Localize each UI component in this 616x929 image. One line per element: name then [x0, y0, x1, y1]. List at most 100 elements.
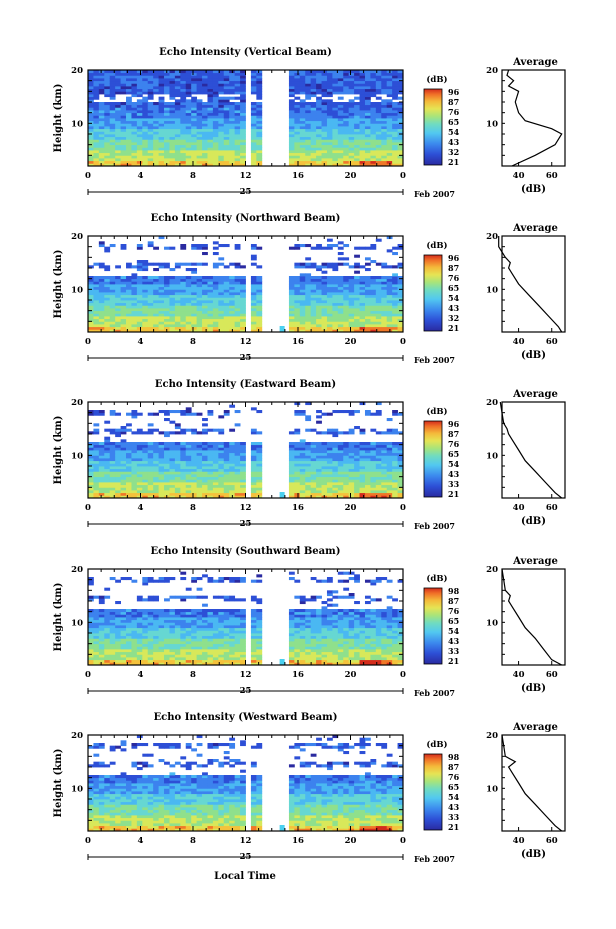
heatmap-cell	[174, 324, 181, 328]
heatmap-cell	[164, 460, 170, 464]
heatmap-cell	[397, 160, 404, 164]
heatmap-cell	[147, 468, 154, 472]
heatmap-cell	[223, 455, 230, 459]
heatmap-cell	[147, 94, 154, 98]
heatmap-cell	[316, 460, 322, 464]
heatmap-cell	[180, 482, 187, 486]
heatmap-cell	[223, 281, 230, 285]
heatmap-cell	[136, 160, 143, 164]
heatmap-cell	[288, 99, 295, 103]
heatmap-cell	[392, 318, 398, 322]
heatmap-cell	[256, 474, 263, 478]
heatmap-cell	[115, 131, 121, 135]
heatmap-cell	[218, 72, 225, 76]
heatmap-cell	[348, 318, 355, 322]
heatmap-cell	[109, 614, 116, 618]
heatmap-cell	[392, 463, 398, 467]
heatmap-cell	[142, 102, 149, 106]
heatmap-cell	[256, 455, 263, 459]
heatmap-cell	[354, 270, 360, 274]
heatmap-cell	[305, 474, 312, 478]
heatmap-cell	[234, 455, 241, 459]
heatmap-cell	[202, 136, 208, 140]
heatmap-cell	[196, 86, 203, 90]
heatmap-cell	[158, 442, 165, 446]
heatmap-cell	[386, 308, 393, 312]
heatmap-cell	[218, 104, 225, 108]
heatmap-cell	[115, 80, 121, 84]
heatmap-cell	[343, 286, 350, 290]
heatmap-cell	[354, 136, 360, 140]
heatmap-cell	[326, 78, 333, 82]
heatmap-cell	[348, 428, 355, 432]
heatmap-cell	[104, 316, 111, 320]
heatmap-cell	[299, 471, 306, 475]
heatmap-cell	[104, 134, 111, 138]
heatmap-cell	[310, 495, 317, 499]
heatmap-cell	[153, 284, 159, 288]
heatmap-cell	[98, 630, 105, 634]
heatmap-cell	[305, 297, 312, 301]
heatmap-cell	[115, 286, 121, 290]
heatmap-cell	[316, 110, 322, 114]
heatmap-cell	[158, 316, 165, 320]
heatmap-cell	[218, 316, 225, 320]
heatmap-cell	[218, 289, 225, 293]
heatmap-cell	[299, 458, 306, 462]
heatmap-cell	[202, 428, 208, 432]
heatmap-cell	[392, 321, 398, 325]
heatmap-cell	[364, 107, 371, 111]
heatmap-cell	[250, 147, 257, 151]
heatmap-cell	[316, 492, 322, 496]
heatmap-cell	[250, 308, 257, 312]
heatmap-cell	[305, 292, 312, 296]
heatmap-cell	[115, 126, 121, 130]
heatmap-cell	[240, 329, 246, 333]
heatmap-cell	[126, 329, 132, 333]
heatmap-cell	[354, 131, 360, 135]
heatmap-cell	[375, 281, 382, 285]
heatmap-cell	[364, 94, 371, 98]
heatmap-cell	[337, 142, 344, 146]
heatmap-cell	[196, 463, 203, 467]
heatmap-cell	[180, 460, 187, 464]
heatmap-cell	[174, 115, 181, 119]
heatmap-cell	[104, 617, 111, 621]
heatmap-cell	[326, 107, 333, 111]
heatmap-cell	[98, 412, 105, 416]
heatmap-cell	[207, 126, 214, 130]
heatmap-cell	[397, 244, 404, 248]
heatmap-cell	[234, 289, 241, 293]
heatmap-cell	[359, 96, 366, 100]
heatmap-cell	[136, 75, 143, 79]
heatmap-cell	[98, 316, 105, 320]
heatmap-cell	[256, 152, 263, 156]
heatmap-cell	[250, 289, 257, 293]
heatmap-cell	[191, 139, 198, 143]
heatmap-cell	[104, 318, 111, 322]
heatmap-cell	[294, 155, 301, 159]
heatmap-cell	[250, 155, 257, 159]
heatmap-cell	[316, 410, 322, 414]
heatmap-cell	[174, 452, 181, 456]
heatmap-cell	[142, 262, 149, 266]
heatmap-cell	[169, 281, 176, 285]
heatmap-cell	[229, 91, 236, 95]
heatmap-cell	[397, 300, 404, 304]
heatmap-cell	[294, 313, 301, 317]
heatmap-cell	[93, 633, 100, 637]
heatmap-cell	[196, 131, 203, 135]
heatmap-cell	[294, 326, 301, 330]
heatmap-cell	[115, 281, 121, 285]
heatmap-cell	[158, 300, 165, 304]
heatmap-cell	[326, 329, 333, 333]
heatmap-cell	[120, 614, 127, 618]
heatmap-cell	[169, 302, 176, 306]
heatmap-cell	[364, 136, 371, 140]
heatmap-cell	[153, 86, 159, 90]
heatmap-cell	[158, 577, 165, 581]
heatmap-cell	[321, 152, 328, 156]
heatmap-cell	[185, 468, 192, 472]
heatmap-cell	[348, 292, 355, 296]
heatmap-cell	[354, 281, 360, 285]
